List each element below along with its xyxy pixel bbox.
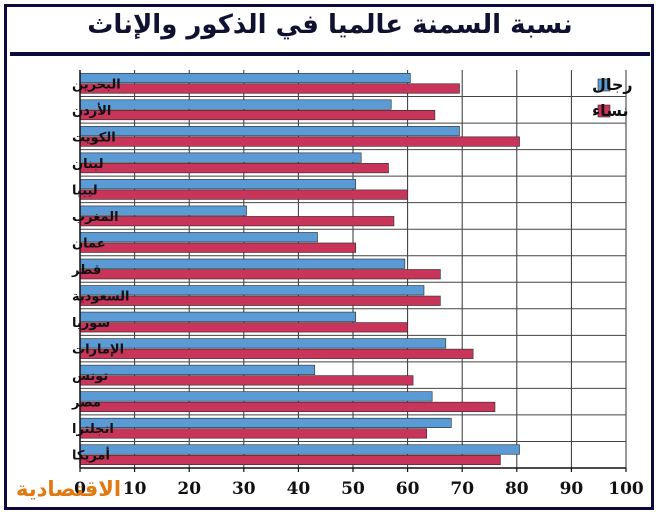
bar-women (79, 348, 474, 359)
title-rule (10, 52, 650, 56)
category-label: عمان (72, 236, 106, 251)
x-tick-label: 50 (341, 479, 365, 499)
bar-women (79, 454, 501, 466)
category-label: السعودية (72, 290, 130, 305)
category-label: لبنان (72, 157, 103, 172)
category-label: أمريكا (72, 447, 110, 464)
x-tick-label: 10 (123, 479, 147, 499)
bar-men (79, 72, 411, 84)
legend-swatch (597, 104, 611, 118)
x-tick-label: 80 (505, 479, 529, 499)
category-label: الإمارات (72, 343, 124, 358)
x-tick-label: 100 (608, 479, 644, 499)
bar-men (79, 311, 357, 322)
bar-women (79, 136, 520, 147)
grid (80, 70, 627, 468)
bar-women (79, 110, 436, 121)
legend: رجال نساء (592, 75, 633, 120)
bar-women (79, 269, 441, 280)
x-tick-label: 0 (74, 479, 86, 499)
x-tick-label: 60 (396, 479, 420, 499)
bar-men (79, 99, 392, 110)
category-labels: البحرين الأردن الكويت لبنان ليبيا المغرب عمان ق… (71, 77, 130, 463)
axes (79, 70, 627, 472)
x-tick-label: 70 (450, 479, 474, 499)
x-tick-labels: 0 10 20 30 40 50 60 70 80 90 100 (74, 479, 644, 499)
category-label: انجلترا (72, 422, 114, 437)
publisher-logo: الاقتصادية (16, 477, 122, 501)
bar-women (79, 375, 414, 386)
bar-women (79, 242, 357, 253)
category-label: قطر (71, 263, 101, 278)
bar-men (79, 285, 425, 296)
category-label: ليبيا (72, 183, 98, 198)
category-label: الكويت (72, 130, 116, 145)
bar-men (79, 364, 316, 375)
bar-men (79, 417, 452, 429)
bars (79, 72, 520, 466)
category-label: مصر (71, 396, 101, 411)
legend-swatch (597, 78, 611, 92)
bar-men (79, 232, 318, 243)
bar-women (79, 428, 428, 439)
bar-women (79, 189, 408, 200)
bar-men (79, 258, 406, 269)
bar-women (79, 322, 408, 333)
x-tick-label: 20 (177, 479, 201, 499)
bar-men (79, 444, 520, 455)
bar-women (79, 295, 441, 306)
bar-men (79, 391, 433, 402)
category-label: سوريا (72, 316, 110, 331)
bar-women (79, 83, 460, 94)
x-tick-label: 40 (287, 479, 311, 499)
category-label: المغرب (72, 210, 119, 225)
bar-men (79, 338, 447, 349)
x-tick-label: 90 (560, 479, 584, 499)
legend-label: رجال (592, 75, 633, 94)
chart-title: نسبة السمنة عالميا في الذكور والإناث (87, 10, 573, 40)
category-label: تونس (72, 369, 108, 384)
x-tick-label: 30 (232, 479, 256, 499)
bar-men (79, 179, 357, 190)
bar-women (79, 163, 389, 174)
bar-men (79, 152, 362, 163)
bar-men (79, 126, 460, 137)
category-label: البحرين (72, 77, 121, 92)
bar-women (79, 401, 496, 412)
bar-women (79, 216, 395, 227)
category-label: الأردن (72, 102, 111, 119)
legend-label: نساء (592, 101, 628, 120)
chart-frame (4, 4, 654, 510)
